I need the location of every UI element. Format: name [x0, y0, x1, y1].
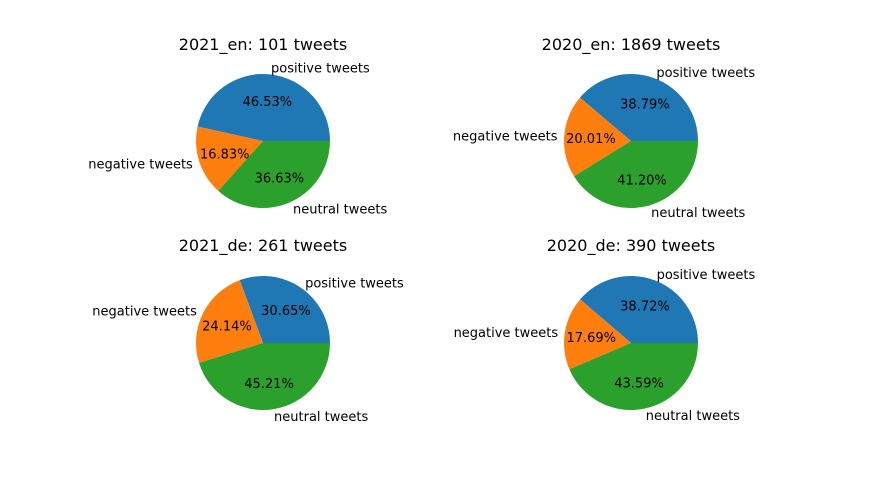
pie-slice-positive [580, 275, 698, 343]
slice-category-label: positive tweets [657, 268, 756, 283]
pie-slice-neutral [569, 343, 698, 411]
pie-slice-negative [563, 97, 631, 177]
pie-slice-negative [195, 280, 263, 363]
slice-category-label: neutral tweets [646, 409, 740, 424]
pie-chart-2020-de: 2020_de: 390 tweets 38.72% positive tweet… [454, 236, 756, 424]
slice-category-label: negative tweets [453, 129, 558, 144]
slice-percent-label: 45.21% [244, 377, 294, 392]
chart-title: 2021_de: 261 tweets [179, 236, 347, 256]
slice-percent-label: 20.01% [566, 132, 616, 147]
slice-percent-label: 36.63% [255, 172, 305, 187]
pie-slice-neutral [199, 343, 330, 411]
slice-category-label: positive tweets [305, 277, 404, 292]
slice-category-label: negative tweets [454, 326, 559, 341]
slice-percent-label: 46.53% [243, 95, 293, 110]
pie-slice-positive [197, 73, 330, 141]
slice-category-label: positive tweets [656, 66, 755, 81]
slice-category-label: positive tweets [271, 62, 370, 77]
pie-slice-negative [563, 299, 631, 370]
pie-slice-negative [195, 126, 263, 191]
pie-slice-neutral [573, 141, 699, 209]
slice-percent-label: 43.59% [614, 376, 664, 391]
slice-category-label: negative tweets [92, 304, 197, 319]
slice-category-label: neutral tweets [274, 410, 368, 425]
slice-percent-label: 30.65% [261, 304, 311, 319]
slice-percent-label: 17.69% [566, 331, 616, 346]
pie-chart-2021-en: 2021_en: 101 tweets 46.53% positive tweet… [88, 35, 387, 217]
slice-percent-label: 16.83% [200, 147, 250, 162]
slice-category-label: negative tweets [88, 158, 193, 173]
pie-slice-neutral [218, 141, 330, 208]
slice-percent-label: 38.79% [620, 97, 670, 112]
slice-category-label: neutral tweets [293, 202, 387, 217]
pie-slice-positive [239, 276, 330, 343]
chart-title: 2020_de: 390 tweets [547, 236, 715, 256]
pie-chart-2021-de: 2021_de: 261 tweets 30.65% positive tweet… [92, 236, 404, 425]
slice-percent-label: 41.20% [617, 174, 667, 189]
slice-category-label: neutral tweets [651, 206, 745, 221]
pie-chart-2020-en: 2020_en: 1869 tweets 38.79% positive twee… [453, 35, 755, 221]
chart-title: 2020_en: 1869 tweets [542, 35, 721, 55]
chart-title: 2021_en: 101 tweets [179, 35, 347, 55]
slice-percent-label: 38.72% [620, 299, 670, 314]
pie-slice-positive [579, 74, 698, 141]
slice-percent-label: 24.14% [202, 319, 252, 334]
